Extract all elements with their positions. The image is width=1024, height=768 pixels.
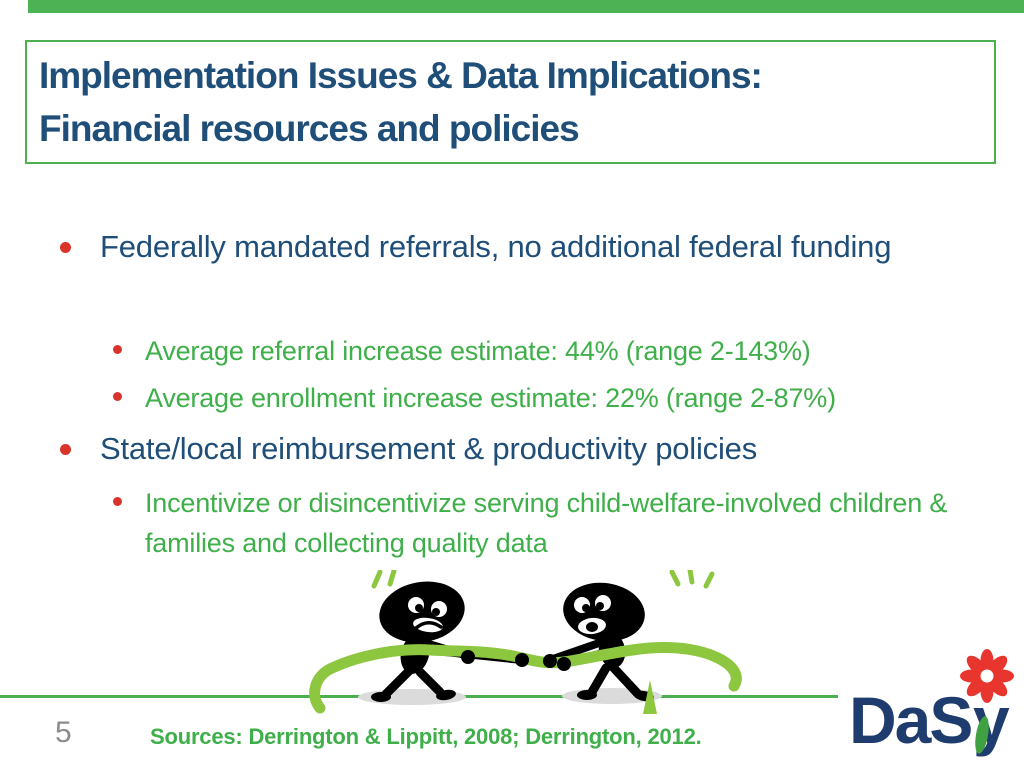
slide-title-line2: Financial resources and policies (39, 108, 580, 149)
bullet-dot (60, 242, 71, 253)
bullet-dot (113, 497, 122, 506)
bullet-dot (60, 444, 71, 455)
alert-dashes-icon (371, 570, 715, 589)
hands (461, 650, 571, 671)
center-marker-triangle (643, 680, 657, 714)
leaf-icon (975, 716, 989, 754)
tug-of-war-illustration (309, 570, 742, 714)
sources-text: Sources: Derrington & Lippitt, 2008; Der… (150, 724, 702, 749)
top-accent-bar (28, 0, 1024, 13)
bullet-text: Federally mandated referrals, no additio… (100, 229, 892, 264)
dasy-logo: DaS y (849, 649, 1014, 757)
page-number: 5 (55, 716, 72, 749)
title-box: Implementation Issues & Data Implication… (25, 40, 996, 164)
logo-text-das: DaS (849, 683, 971, 757)
left-figure (371, 581, 526, 702)
sub-bullet-item: Incentivize or disincentivize serving ch… (113, 483, 1015, 563)
bullet-dot (113, 345, 122, 354)
flower-icon (960, 649, 1014, 703)
bullet-item: Federally mandated referrals, no additio… (60, 226, 920, 268)
bullet-dot (113, 392, 122, 401)
sub-bullet-item: Average enrollment increase estimate: 22… (113, 378, 836, 418)
sub-bullet-text: Incentivize or disincentivize serving ch… (145, 488, 948, 558)
right-figure (546, 582, 654, 702)
bullet-text: State/local reimbursement & productivity… (100, 431, 757, 466)
slide-title-line1: Implementation Issues & Data Implication… (39, 55, 763, 96)
sub-bullet-text: Average enrollment increase estimate: 22… (145, 383, 836, 413)
bullet-item: State/local reimbursement & productivity… (60, 428, 757, 470)
rope (309, 642, 742, 714)
sub-bullet-text: Average referral increase estimate: 44% … (145, 336, 811, 366)
sub-bullet-item: Average referral increase estimate: 44% … (113, 331, 811, 371)
